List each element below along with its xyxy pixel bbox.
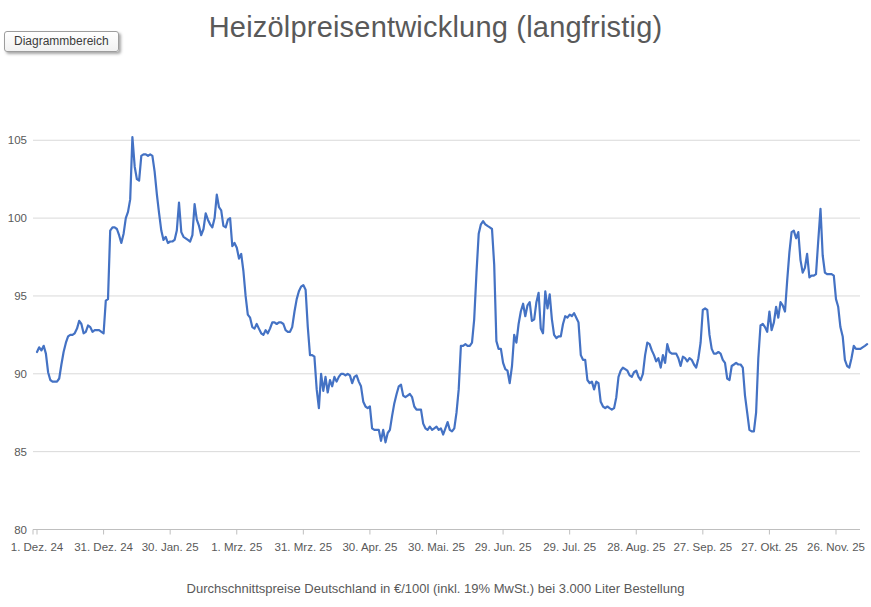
x-axis-tick-label: 1. Mrz. 25	[211, 541, 262, 553]
x-axis-tick-label: 28. Aug. 25	[607, 541, 665, 553]
x-axis-tick-label: 31. Mrz. 25	[275, 541, 333, 553]
x-axis-tick-label: 27. Sep. 25	[673, 541, 732, 553]
x-axis-tick-label: 27. Okt. 25	[741, 541, 797, 553]
x-axis-tick-label: 30. Apr. 25	[342, 541, 397, 553]
x-axis-tick-label: 26. Nov. 25	[807, 541, 865, 553]
chart-caption: Durchschnittspreise Deutschland in €/100…	[0, 581, 871, 596]
chart-canvas[interactable]: 80 85 90 95 100 105 1. Dez. 24 31. Dez. 24 30. J…	[0, 0, 871, 607]
x-axis-tick-label: 31. Dez. 24	[74, 541, 133, 553]
x-axis-tick-label: 30. Mai. 25	[408, 541, 465, 553]
y-axis-tick-label: 90	[14, 368, 27, 380]
x-axis-tick-label: 29. Jun. 25	[475, 541, 532, 553]
x-axis-tick-label: 29. Jul. 25	[543, 541, 596, 553]
x-axis-tick-label: 30. Jan. 25	[142, 541, 199, 553]
chart-title[interactable]: Heizölpreisentwicklung (langfristig)	[0, 11, 871, 44]
y-axis-tick-label: 85	[14, 446, 27, 458]
y-axis-tick-label: 100	[8, 212, 27, 224]
x-axis-tick-label: 1. Dez. 24	[11, 541, 64, 553]
y-axis-tick-label: 105	[8, 134, 27, 146]
y-axis-tick-label: 80	[14, 524, 27, 536]
chart-area-tooltip: Diagrammbereich	[4, 31, 119, 52]
y-axis-tick-label: 95	[14, 290, 27, 302]
price-line-series[interactable]	[37, 137, 867, 442]
